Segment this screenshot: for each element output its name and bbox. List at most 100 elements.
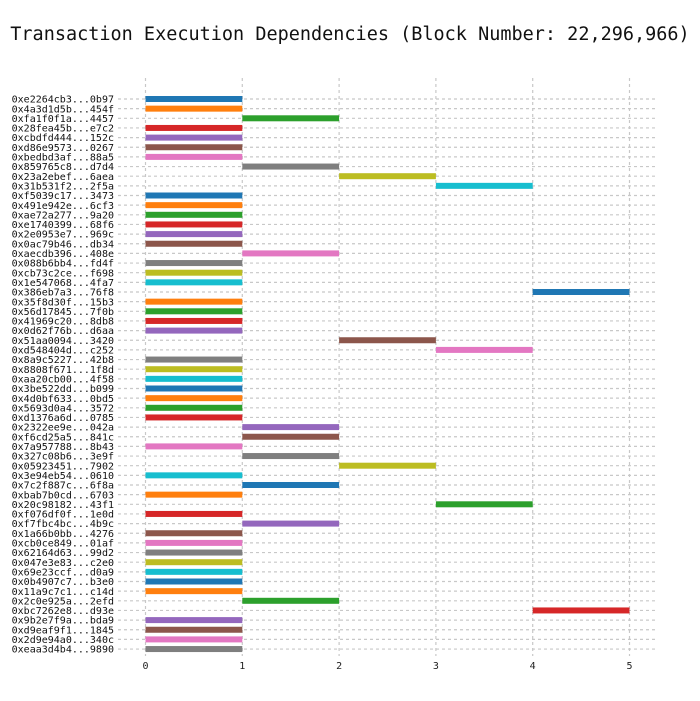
bar — [145, 559, 243, 566]
x-tick-label: 1 — [239, 661, 245, 672]
bar — [145, 308, 243, 315]
bar — [339, 337, 436, 344]
bar — [242, 250, 340, 257]
bar — [145, 404, 243, 411]
x-axis: 0 1 2 3 4 5 — [142, 661, 632, 672]
bar — [532, 289, 630, 295]
bar — [242, 482, 340, 488]
bar — [145, 317, 243, 324]
y-tick-label: 0x20c98182...43f1 — [12, 500, 114, 511]
bar — [145, 395, 243, 402]
y-tick-label: 0xcbdfd444...152c — [12, 133, 114, 144]
y-tick-label: 0x23a2ebef...6aea — [12, 172, 114, 183]
y-tick-label: 0x0b4907c7...b3e0 — [12, 577, 114, 588]
bar — [339, 462, 436, 469]
y-tick-label: 0x7c2f887c...6f8a — [12, 481, 114, 492]
x-tick-label: 2 — [336, 661, 342, 672]
bar — [145, 414, 243, 421]
bar — [145, 646, 243, 653]
bar — [145, 153, 243, 160]
y-tick-label: 0x51aa0094...3420 — [12, 336, 114, 347]
y-tick-label: 0xbab7b0cd...6703 — [12, 490, 114, 501]
y-tick-label: 0xf7fbc4bc...4b9c — [12, 519, 114, 530]
y-tick-label: 0xd1376a6d...0785 — [12, 413, 114, 424]
bar — [145, 626, 243, 633]
y-tick-label: 0x386eb7a3...76f8 — [12, 288, 114, 299]
bar — [145, 202, 243, 209]
bar — [145, 279, 243, 286]
y-tick-label: 0x69e23ccf...d0a9 — [12, 567, 114, 578]
y-tick-label: 0x859765c8...d7d4 — [12, 162, 114, 173]
y-tick-label: 0xd9eaf9f1...1845 — [12, 625, 114, 636]
bar — [145, 211, 243, 218]
bar — [145, 617, 243, 624]
y-tick-label: 0xf5039c17...3473 — [12, 191, 114, 202]
bar — [435, 182, 533, 189]
y-tick-label: 0x2c0e925a...2efd — [12, 596, 114, 607]
bar — [145, 192, 243, 199]
bar — [435, 346, 533, 353]
bar — [145, 356, 243, 363]
bar — [145, 105, 243, 112]
y-axis-labels: 0xe2264cb3...0b970x4a3d1d5b...454f0xfa1f… — [12, 95, 114, 656]
x-tick-label: 5 — [626, 661, 632, 672]
bar — [145, 231, 243, 238]
bar — [145, 269, 243, 276]
x-tick-label: 4 — [530, 661, 536, 672]
bar — [145, 539, 243, 546]
y-tick-label: 0xae72a277...9a20 — [12, 210, 114, 221]
bar — [145, 327, 243, 334]
bar — [145, 491, 243, 498]
y-tick-label: 0x491e942e...6cf3 — [12, 201, 114, 212]
y-tick-label: 0xf076df0f...1e0d — [12, 510, 114, 521]
bar — [145, 240, 243, 247]
y-tick-label: 0x327c08b6...3e9f — [12, 452, 114, 463]
bar — [339, 173, 436, 180]
bar — [145, 636, 243, 643]
y-tick-label: 0x31b531f2...2f5a — [12, 181, 114, 192]
y-tick-label: 0xf6cd25a5...841c — [12, 432, 114, 443]
y-tick-label: 0x1a66b0bb...4276 — [12, 529, 114, 540]
y-tick-label: 0xcb0ce849...01af — [12, 539, 114, 550]
y-tick-label: 0x1e547068...4fa7 — [12, 278, 114, 289]
bar — [145, 578, 243, 585]
y-tick-label: 0x7a957788...8b43 — [12, 442, 114, 453]
bar — [145, 221, 243, 228]
y-tick-label: 0xbedbd3af...88a5 — [12, 153, 114, 164]
bar — [145, 134, 243, 141]
bar — [145, 144, 243, 151]
x-tick-label: 3 — [433, 661, 439, 672]
y-tick-label: 0x28fea45b...e7c2 — [12, 124, 114, 135]
y-tick-label: 0x8a9c5227...42b8 — [12, 355, 114, 366]
bar — [242, 453, 340, 460]
bar — [435, 501, 533, 508]
y-tick-label: 0x3be522dd...b099 — [12, 384, 114, 395]
bar — [242, 163, 340, 170]
bar — [242, 597, 340, 604]
y-tick-label: 0x5693d0a4...3572 — [12, 403, 114, 414]
bar — [242, 115, 340, 122]
bar — [145, 260, 243, 267]
y-tick-label: 0x35f8d30f...15b3 — [12, 297, 114, 308]
bar — [145, 510, 243, 517]
y-tick-label: 0xeaa3d4b4...9890 — [12, 645, 114, 656]
bar — [145, 472, 243, 479]
y-tick-label: 0x62164d63...99d2 — [12, 548, 114, 559]
y-tick-label: 0x3e94eb54...0610 — [12, 471, 114, 482]
bar — [145, 588, 243, 595]
y-tick-label: 0xfa1f0f1a...4457 — [12, 114, 114, 125]
bar — [145, 298, 243, 305]
y-tick-label: 0x05923451...7902 — [12, 461, 114, 472]
bar — [145, 366, 243, 373]
y-tick-label: 0xd548404d...c252 — [12, 346, 114, 357]
y-tick-label: 0x9b2e7f9a...bda9 — [12, 616, 114, 627]
bars — [145, 96, 630, 653]
y-tick-label: 0xd86e9573...0267 — [12, 143, 114, 154]
y-tick-label: 0xcb73c2ce...f698 — [12, 268, 114, 279]
chart-title: Transaction Execution Dependencies (Bloc… — [10, 24, 689, 45]
bar — [145, 530, 243, 537]
x-tick-label: 0 — [142, 661, 148, 672]
y-tick-label: 0xbc7262e8...d93e — [12, 606, 114, 617]
